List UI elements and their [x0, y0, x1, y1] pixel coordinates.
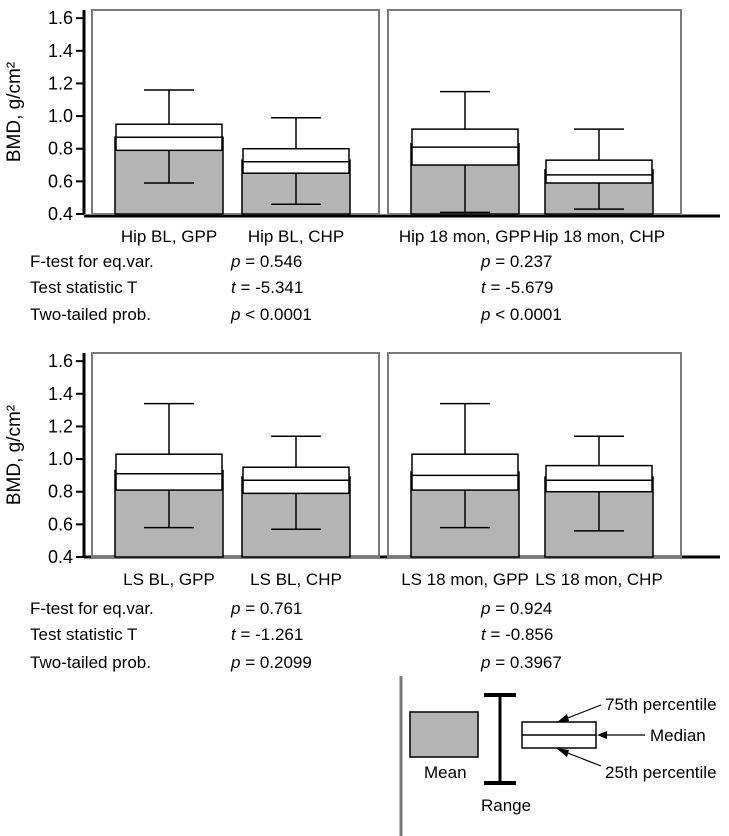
legend: Mean Range 75th percentile Median 25th p… — [399, 676, 717, 836]
stat-value: p < 0.0001 — [480, 305, 562, 324]
iqr-box — [545, 464, 653, 493]
legend-p75-arrowhead — [556, 714, 569, 723]
y-axis-label: BMD, g/cm² — [4, 62, 25, 162]
stat-value: t = -5.341 — [231, 278, 303, 297]
stat-value: t = -0.856 — [481, 625, 553, 644]
iqr-box — [545, 159, 653, 184]
y-tick-label: 1.0 — [48, 449, 73, 469]
group-frame — [91, 352, 380, 558]
stat-value: p = 0.3967 — [480, 653, 562, 672]
legend-median-label: Median — [650, 726, 706, 745]
legend-mean-swatch — [409, 711, 479, 758]
category-label: LS 18 mon, GPP — [401, 570, 529, 589]
y-tick-label: 0.8 — [48, 482, 73, 502]
y-tick-label: 1.2 — [48, 73, 73, 93]
group-frame — [387, 9, 682, 215]
iqr-box — [411, 453, 519, 491]
stat-row-label: Test statistic T — [30, 278, 137, 297]
category-label: Hip 18 mon, GPP — [399, 227, 531, 246]
stat-row-label: Test statistic T — [30, 625, 137, 644]
stat-row-label: F-test for eq.var. — [30, 599, 154, 618]
stat-row-label: Two-tailed prob. — [30, 305, 151, 324]
stat-value: p = 0.761 — [230, 599, 302, 618]
iqr-box — [115, 453, 223, 491]
category-label: Hip BL, GPP — [121, 227, 217, 246]
y-tick-label: 0.6 — [48, 171, 73, 191]
group-frame — [91, 9, 380, 215]
category-label: LS 18 mon, CHP — [535, 570, 663, 589]
stat-value: p = 0.2099 — [230, 653, 312, 672]
legend-mean-label: Mean — [424, 763, 467, 782]
y-tick-label: 0.4 — [48, 547, 73, 567]
stat-value: p < 0.0001 — [230, 305, 312, 324]
group-frame — [387, 352, 682, 558]
y-tick-label: 0.4 — [48, 204, 73, 224]
stat-row-label: F-test for eq.var. — [30, 252, 154, 271]
category-label: Hip 18 mon, CHP — [533, 227, 665, 246]
legend-p75-label: 75th percentile — [605, 695, 717, 714]
category-label: Hip BL, CHP — [248, 227, 344, 246]
y-tick-label: 0.6 — [48, 514, 73, 534]
y-tick-label: 0.8 — [48, 139, 73, 159]
category-label: LS BL, GPP — [123, 570, 215, 589]
legend-p25-label: 25th percentile — [605, 763, 717, 782]
stat-value: p = 0.924 — [480, 599, 552, 618]
y-tick-label: 1.2 — [48, 416, 73, 436]
category-label: LS BL, CHP — [250, 570, 342, 589]
stat-row-label: Two-tailed prob. — [30, 653, 151, 672]
y-tick-label: 1.6 — [48, 8, 73, 28]
stat-value: t = -5.679 — [481, 278, 553, 297]
charts-layer: BMD, g/cm² 1.6 1.4 1.2 1.0 0.8 0.6 0.4 Hip BL, G… — [4, 8, 720, 672]
y-tick-label: 1.4 — [48, 41, 73, 61]
y-tick-label: 1.6 — [48, 351, 73, 371]
stat-value: p = 0.546 — [230, 252, 302, 271]
y-tick-label: 1.0 — [48, 106, 73, 126]
y-axis-label: BMD, g/cm² — [4, 405, 25, 505]
stat-value: p = 0.237 — [480, 252, 552, 271]
stat-value: t = -1.261 — [231, 625, 303, 644]
y-tick-label: 1.4 — [48, 384, 73, 404]
legend-median-arrowhead — [597, 731, 607, 739]
iqr-box — [242, 147, 350, 174]
legend-p25-arrowhead — [556, 748, 569, 757]
legend-range-label: Range — [481, 796, 531, 815]
